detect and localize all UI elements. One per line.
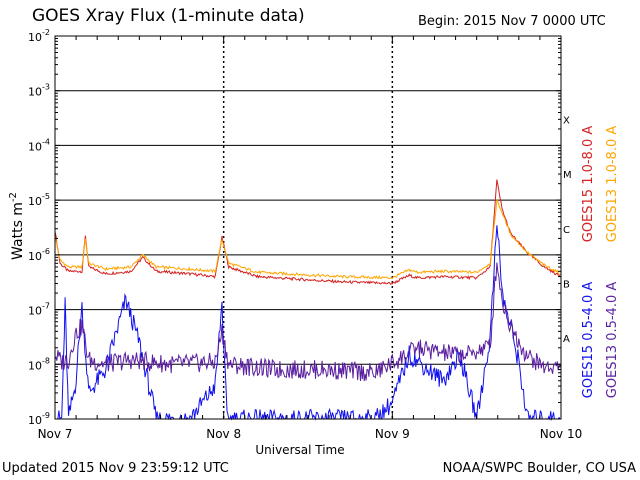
begin-time: Begin: 2015 Nov 7 0000 UTC <box>418 14 606 29</box>
series-line <box>54 198 562 280</box>
x-tick-label: Nov 8 <box>206 427 241 441</box>
x-tick-label: Nov 9 <box>375 427 410 441</box>
x-axis-label: Universal Time <box>255 443 344 457</box>
chart-title: GOES Xray Flux (1-minute data) <box>32 6 305 26</box>
x-axis-ticks: Nov 7 Nov 8 Nov 9 Nov 10 <box>38 36 583 441</box>
x-tick-label: Nov 10 <box>540 427 583 441</box>
series-line <box>54 179 562 285</box>
legend-entry: GOES13 1.0-8.0 A <box>605 126 620 243</box>
y-axis-label: Watts m-2 <box>8 192 26 260</box>
y-tick-label: 10-2 <box>28 28 50 44</box>
flare-class-label: A <box>563 334 570 345</box>
legend-entry: GOES15 1.0-8.0 A <box>581 126 596 243</box>
flare-class-label: X <box>563 115 570 126</box>
series-line <box>54 262 562 382</box>
x-tick-label: Nov 7 <box>38 427 73 441</box>
credit-label: NOAA/SWPC Boulder, CO USA <box>442 461 636 476</box>
flare-class-labels: A B C M X <box>563 115 572 345</box>
y-tick-label: 10-6 <box>28 247 50 263</box>
flare-class-label: B <box>563 279 570 290</box>
y-axis-ticks: 10-9 10-8 10-7 10-6 10-5 10-4 10-3 10-2 <box>28 28 561 427</box>
series-lines <box>54 179 562 421</box>
flare-class-label: C <box>563 225 570 236</box>
updated-timestamp: Updated 2015 Nov 9 23:59:12 UTC <box>2 461 229 476</box>
y-tick-label: 10-4 <box>28 137 50 153</box>
legend-entry: GOES15 0.5-4.0 A <box>581 282 596 399</box>
y-tick-label: 10-9 <box>28 411 50 427</box>
y-tick-label: 10-3 <box>28 83 50 99</box>
y-tick-label: 10-8 <box>28 356 50 372</box>
legend: GOES15 1.0-8.0 A GOES13 1.0-8.0 A GOES15 0… <box>581 126 620 399</box>
grid <box>55 36 561 419</box>
flare-class-label: M <box>563 170 572 181</box>
y-tick-label: 10-7 <box>28 302 50 318</box>
series-line <box>55 225 561 421</box>
legend-entry: GOES13 0.5-4.0 A <box>605 282 620 399</box>
plot-frame <box>54 35 562 420</box>
y-tick-label: 10-5 <box>28 192 50 208</box>
